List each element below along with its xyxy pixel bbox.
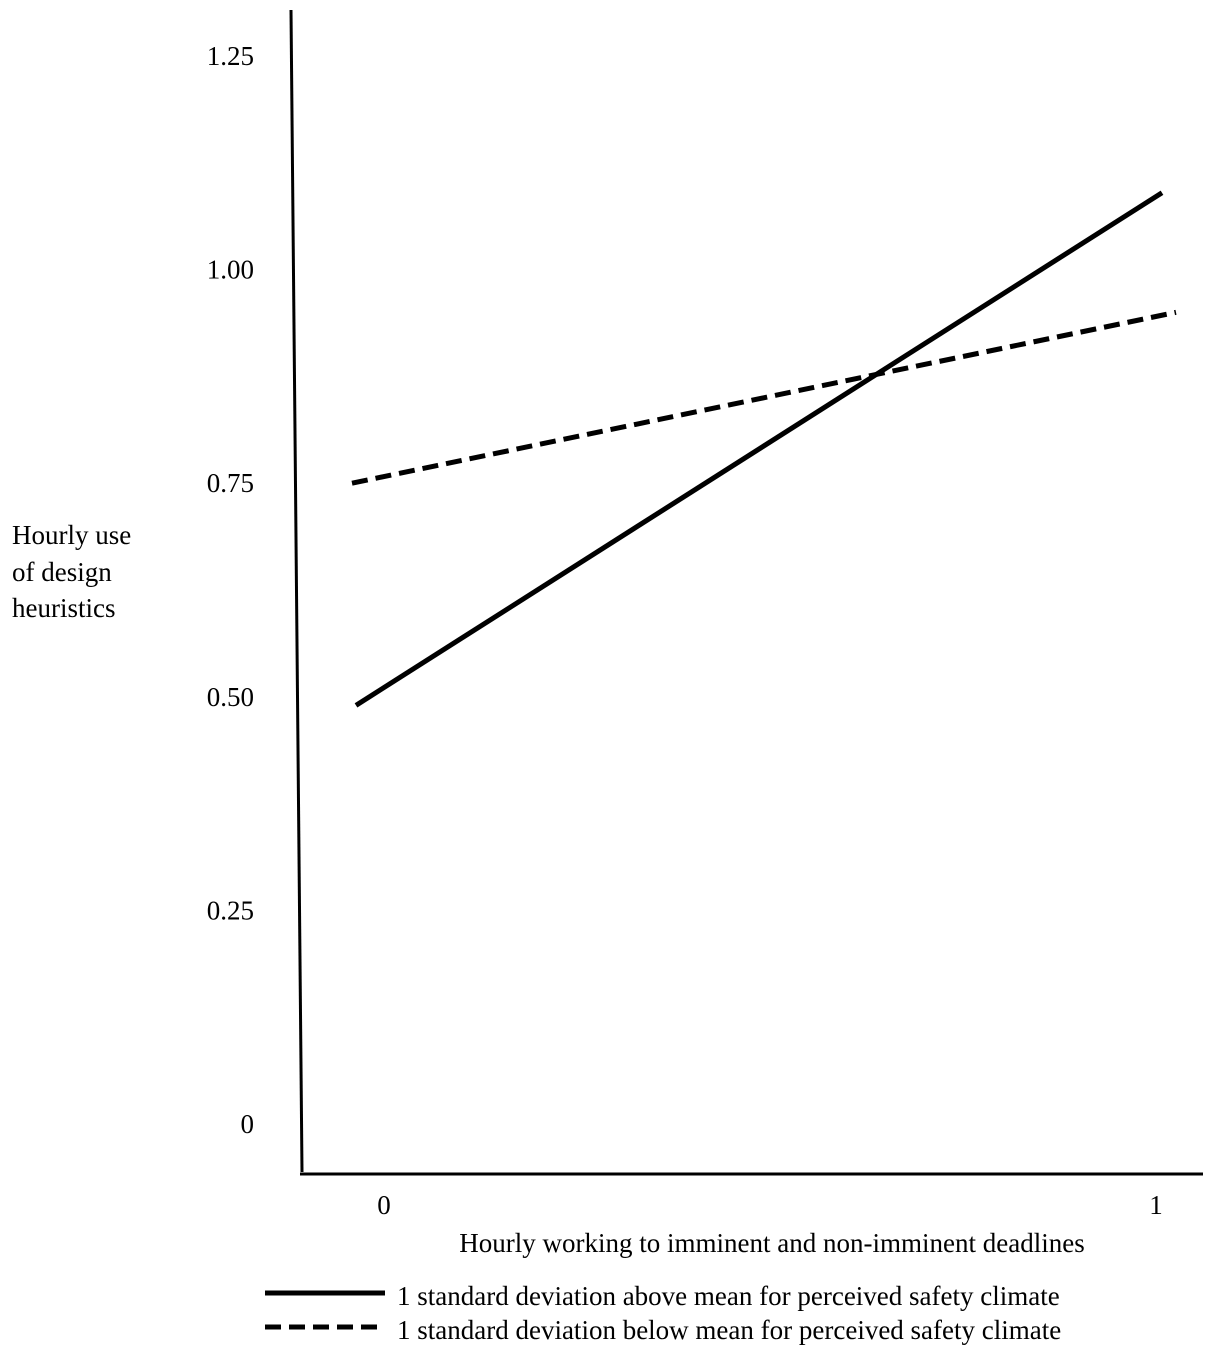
x-axis-label: Hourly working to imminent and non-immin… [459,1228,1084,1258]
y-tick-labels: 0 0.25 0.50 0.75 1.00 1.25 [207,41,254,1139]
y-tick-label: 0 [241,1109,255,1139]
legend: 1 standard deviation above mean for perc… [265,1281,1061,1345]
legend-label-below-mean: 1 standard deviation below mean for perc… [397,1315,1061,1345]
x-tick-label: 1 [1149,1190,1163,1220]
legend-label-above-mean: 1 standard deviation above mean for perc… [397,1281,1060,1311]
y-tick-label: 1.00 [207,255,254,285]
y-axis-label: Hourly use of design heuristics [12,520,131,623]
y-axis-label-line-1: Hourly use [12,520,131,550]
series-line-above-mean [354,190,1164,708]
x-tick-label: 0 [377,1190,391,1220]
series-line-below-mean [351,309,1177,486]
y-tick-label: 1.25 [207,41,254,71]
y-axis [289,9,304,1173]
y-axis-label-line-2: of design [12,557,112,587]
y-tick-label: 0.75 [207,468,254,498]
y-tick-label: 0.50 [207,682,254,712]
y-tick-label: 0.25 [207,895,254,925]
series-lines [351,190,1177,708]
y-axis-line [289,9,304,1173]
y-axis-label-line-3: heuristics [12,593,115,623]
